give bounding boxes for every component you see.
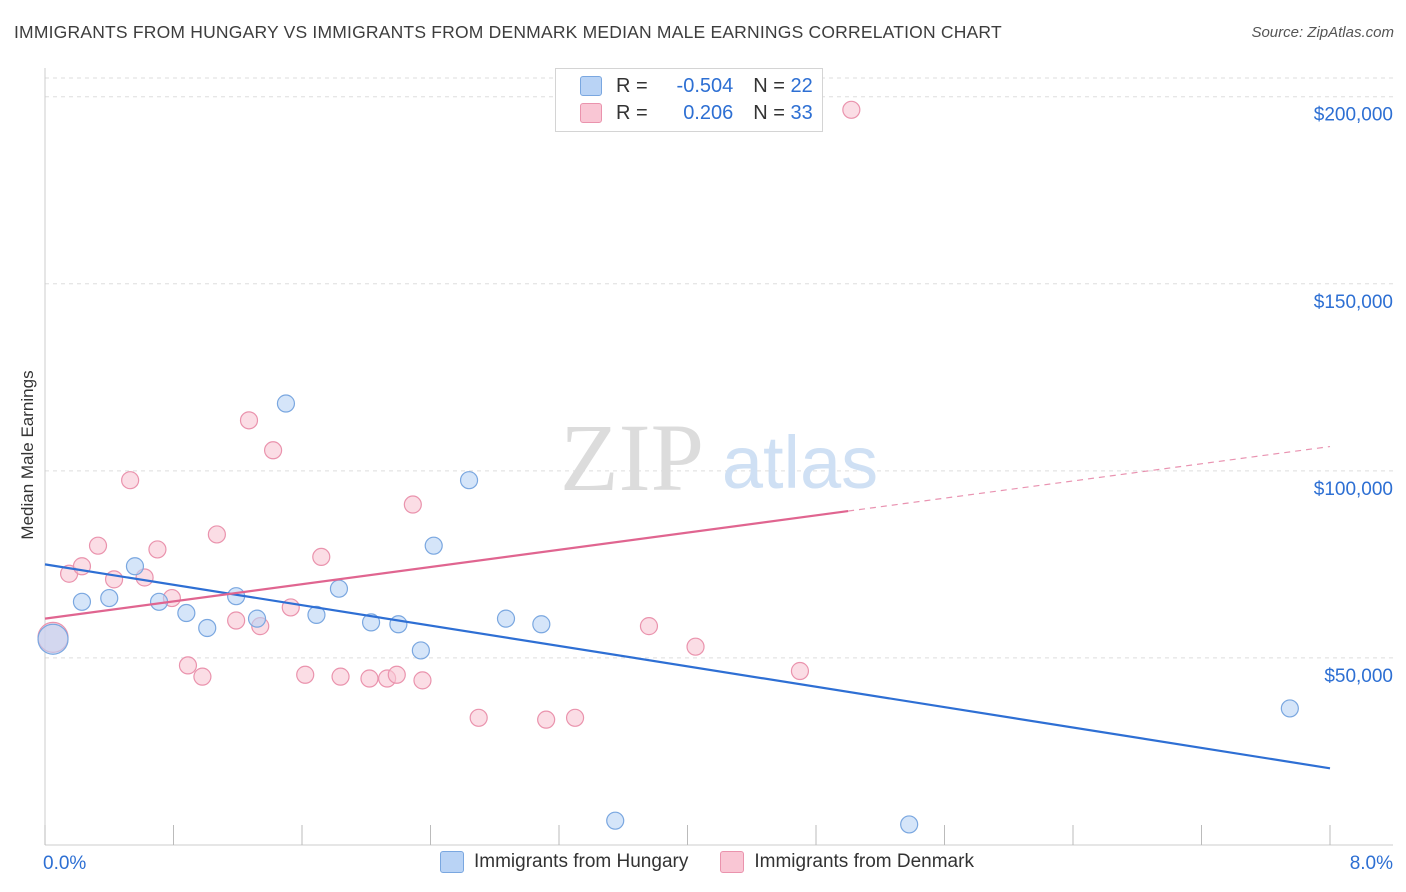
data-point-denmark <box>193 667 212 686</box>
data-point-hungary <box>900 815 919 834</box>
data-point-denmark <box>178 656 198 675</box>
trend-line-denmark <box>44 509 849 620</box>
data-point-hungary <box>276 394 296 413</box>
data-point-denmark <box>121 471 140 490</box>
legend-swatch-hungary <box>580 76 602 96</box>
points-denmark <box>37 100 861 729</box>
data-point-hungary <box>459 471 479 490</box>
data-point-hungary <box>1280 699 1299 718</box>
data-point-hungary <box>532 615 551 634</box>
series-legend-hungary: Immigrants from Hungary <box>440 851 688 873</box>
legend-r-hungary: -0.504 <box>676 74 734 97</box>
data-point-hungary <box>329 579 349 598</box>
axes <box>44 68 1393 846</box>
legend-n-hungary: 22 <box>790 74 813 97</box>
data-point-hungary <box>37 623 69 655</box>
data-point-denmark <box>227 611 246 630</box>
legend-r-label: R = <box>616 74 648 97</box>
data-point-hungary <box>606 811 625 830</box>
data-point-denmark <box>207 525 226 544</box>
trend-line-hungary <box>44 563 1331 770</box>
y-tick-label: $150,000 <box>1314 292 1393 313</box>
data-point-denmark <box>331 667 350 686</box>
series-legend-denmark: Immigrants from Denmark <box>720 851 974 873</box>
data-point-denmark <box>639 617 659 636</box>
data-point-hungary <box>198 618 217 638</box>
x-tick-label: 0.0% <box>43 853 86 874</box>
data-point-denmark <box>263 441 283 460</box>
y-tick-label: $100,000 <box>1314 479 1393 500</box>
data-point-denmark <box>790 661 810 681</box>
series-swatch-denmark <box>720 851 745 873</box>
legend-n-denmark: 33 <box>790 101 813 124</box>
data-point-hungary <box>72 592 92 611</box>
y-tick-label: $200,000 <box>1314 105 1393 126</box>
data-point-hungary <box>177 603 196 623</box>
data-point-hungary <box>389 615 408 634</box>
data-point-denmark <box>537 710 556 729</box>
source-label: Source: ZipAtlas.com <box>1251 24 1394 41</box>
legend-r-label: R = <box>616 101 648 124</box>
data-point-hungary <box>361 613 381 632</box>
y-tick-label: $50,000 <box>1324 666 1393 687</box>
legend-n-label: N = <box>753 74 785 97</box>
data-point-denmark <box>312 547 331 567</box>
data-point-hungary <box>100 588 119 608</box>
data-point-denmark <box>686 637 705 656</box>
legend-row-denmark: R = 0.206 N = 33 <box>580 100 813 126</box>
series-legend: Immigrants from Hungary Immigrants from … <box>440 851 1006 873</box>
data-point-denmark <box>296 665 315 684</box>
data-point-hungary <box>496 609 516 628</box>
grid-lines <box>45 77 1393 659</box>
watermark-atlas: atlas <box>722 421 878 504</box>
series-swatch-hungary <box>440 851 464 873</box>
legend-swatch-denmark <box>580 103 602 123</box>
data-point-denmark <box>88 536 108 555</box>
data-point-denmark <box>239 411 259 430</box>
trend-lines <box>44 445 1331 770</box>
legend-row-hungary: R = -0.504 N = 22 <box>580 73 813 99</box>
data-point-denmark <box>842 100 861 119</box>
chart-title: IMMIGRANTS FROM HUNGARY VS IMMIGRANTS FR… <box>14 22 1002 42</box>
data-point-denmark <box>387 665 406 684</box>
legend-r-denmark: 0.206 <box>683 101 734 124</box>
data-point-hungary <box>247 609 267 628</box>
series-label-hungary: Immigrants from Hungary <box>474 851 689 872</box>
data-point-hungary <box>424 536 443 555</box>
tick-labels: $50,000 $100,000 $150,000 $200,000 0.0% 8.0% <box>43 105 1393 874</box>
series-label-denmark: Immigrants from Denmark <box>754 851 974 872</box>
correlation-legend: R = -0.504 N = 22 R = 0.206 N = 33 <box>555 68 823 132</box>
data-point-denmark <box>469 708 488 727</box>
data-point-denmark <box>148 540 167 559</box>
data-point-hungary <box>411 641 430 660</box>
trend-line-denmark-extension <box>848 445 1331 512</box>
data-point-denmark <box>565 708 585 727</box>
data-point-hungary <box>125 557 145 576</box>
data-point-denmark <box>413 671 432 690</box>
watermark: ZIP atlas <box>560 404 878 511</box>
watermark-zip: ZIP <box>560 404 704 511</box>
legend-n-label: N = <box>753 101 785 124</box>
data-point-denmark <box>360 669 379 688</box>
x-tick-label: 8.0% <box>1350 853 1393 874</box>
data-point-denmark <box>403 495 422 514</box>
